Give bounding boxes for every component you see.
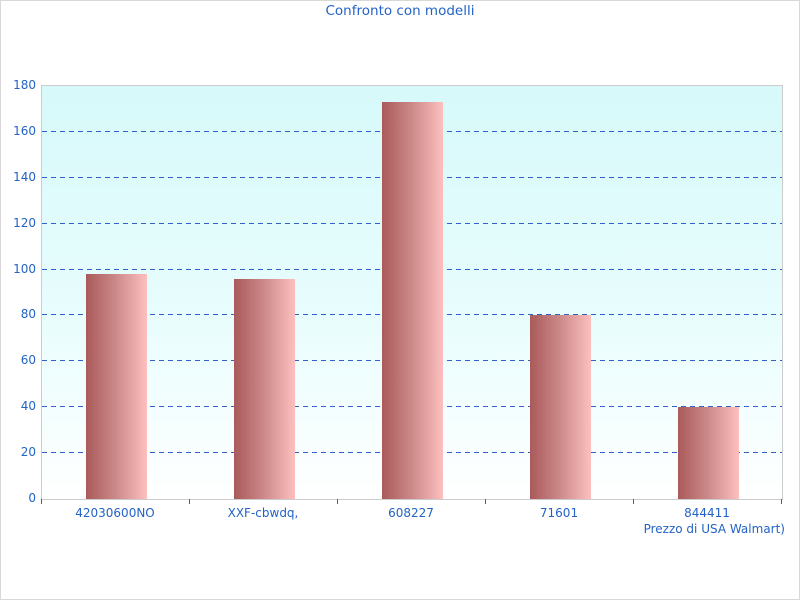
x-category-label-42030600NO: 42030600NO [75,506,155,520]
y-tick-label-100: 100 [13,261,36,276]
chart-title: Confronto con modelli [325,3,475,19]
y-tick-label-160: 160 [13,123,36,138]
y-tick-label-80: 80 [20,307,36,322]
y-tick-label-40: 40 [20,399,36,414]
x-category-label-XXF-cbwdq,: XXF-cbwdq, [227,506,299,520]
bar-71601 [529,315,591,499]
plot-area [41,85,783,500]
x-axis-tick [41,499,42,504]
y-tick-label-0: 0 [28,491,36,505]
x-axis-tick [781,499,782,504]
x-axis-note: Prezzo di USA Walmart) [643,522,785,536]
y-tick-label-20: 20 [20,445,36,460]
x-category-label-71601: 71601 [539,506,579,520]
x-axis-tick [189,499,190,504]
bar-844411 [677,407,739,499]
y-tick-label-180: 180 [13,78,36,92]
bar-42030600NO [85,274,147,499]
x-axis-tick [485,499,486,504]
x-category-label-844411: 844411 [684,506,730,520]
bar-XXF-cbwdq, [233,278,295,499]
x-axis-tick [633,499,634,504]
y-tick-label-60: 60 [20,353,36,368]
y-tick-label-140: 140 [13,169,36,184]
y-tick-label-120: 120 [13,215,36,230]
bar-608227 [381,102,443,499]
x-category-label-608227: 608227 [388,506,434,520]
x-axis-tick [337,499,338,504]
